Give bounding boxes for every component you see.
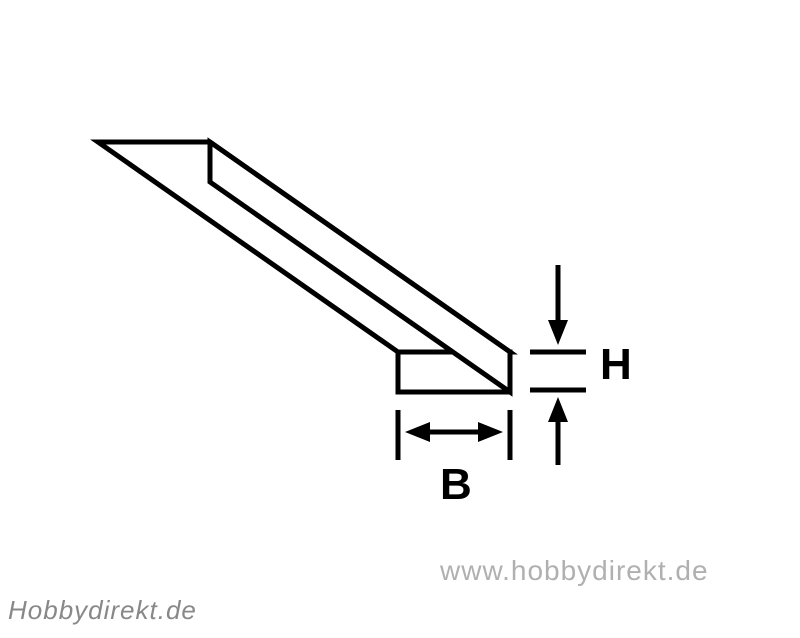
h-arrow-top-head — [548, 320, 568, 345]
h-arrow-bottom-head — [548, 397, 568, 422]
technical-diagram: H B www.hobbydirekt.de Hobbydirekt.de — [0, 0, 800, 633]
label-width: B — [440, 460, 472, 510]
b-arrow-right-head — [478, 422, 503, 442]
b-arrow-left-head — [405, 422, 430, 442]
bar-profile-svg — [0, 0, 800, 633]
bar-side-face — [210, 142, 510, 392]
watermark-brand: Hobbydirekt.de — [8, 595, 197, 626]
watermark-url: www.hobbydirekt.de — [440, 555, 709, 587]
label-height: H — [600, 340, 632, 390]
